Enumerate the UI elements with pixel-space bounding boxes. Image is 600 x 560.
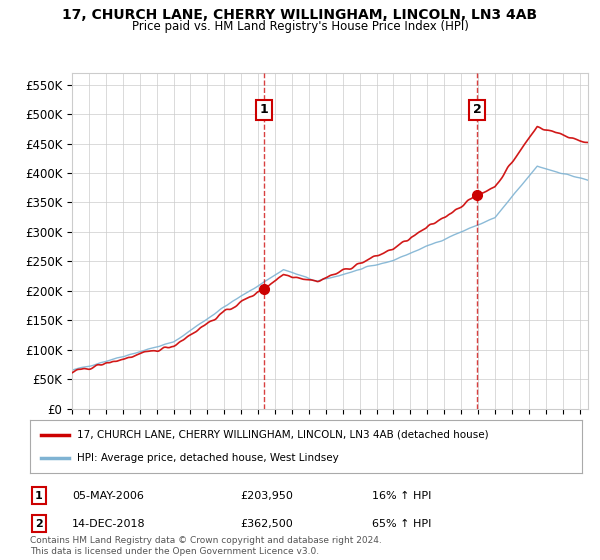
Text: HPI: Average price, detached house, West Lindsey: HPI: Average price, detached house, West…	[77, 453, 338, 463]
Text: 05-MAY-2006: 05-MAY-2006	[72, 491, 144, 501]
Text: Price paid vs. HM Land Registry's House Price Index (HPI): Price paid vs. HM Land Registry's House …	[131, 20, 469, 32]
Text: 1: 1	[260, 103, 268, 116]
Text: £203,950: £203,950	[240, 491, 293, 501]
Text: 2: 2	[473, 103, 482, 116]
Text: 14-DEC-2018: 14-DEC-2018	[72, 519, 146, 529]
Text: 17, CHURCH LANE, CHERRY WILLINGHAM, LINCOLN, LN3 4AB: 17, CHURCH LANE, CHERRY WILLINGHAM, LINC…	[62, 8, 538, 22]
Text: 16% ↑ HPI: 16% ↑ HPI	[372, 491, 431, 501]
Text: Contains HM Land Registry data © Crown copyright and database right 2024.
This d: Contains HM Land Registry data © Crown c…	[30, 536, 382, 556]
Text: 2: 2	[35, 519, 43, 529]
Text: 1: 1	[35, 491, 43, 501]
Text: 65% ↑ HPI: 65% ↑ HPI	[372, 519, 431, 529]
Text: 17, CHURCH LANE, CHERRY WILLINGHAM, LINCOLN, LN3 4AB (detached house): 17, CHURCH LANE, CHERRY WILLINGHAM, LINC…	[77, 430, 488, 440]
Text: £362,500: £362,500	[240, 519, 293, 529]
